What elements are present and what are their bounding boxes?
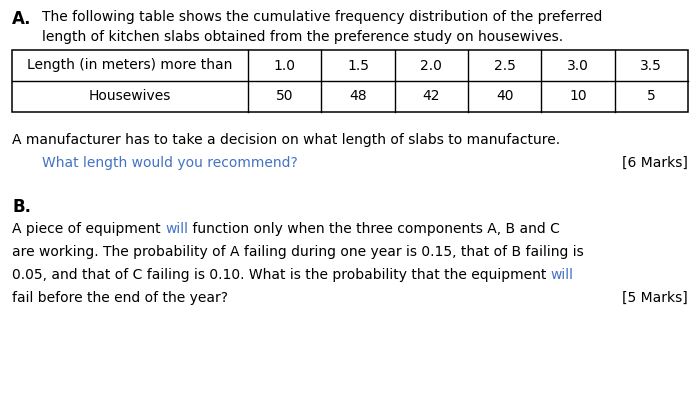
Bar <box>12 50 688 112</box>
Text: 10: 10 <box>569 89 587 104</box>
Text: 2.5: 2.5 <box>494 59 516 72</box>
Text: 48: 48 <box>349 89 367 104</box>
Text: 40: 40 <box>496 89 513 104</box>
Text: 2.0: 2.0 <box>421 59 442 72</box>
Text: Length (in meters) more than: Length (in meters) more than <box>27 59 232 72</box>
Text: A.: A. <box>12 10 32 28</box>
Text: What length would you recommend?: What length would you recommend? <box>42 156 298 170</box>
Text: length of kitchen slabs obtained from the preference study on housewives.: length of kitchen slabs obtained from th… <box>42 30 563 44</box>
Text: are working. The probability of A failing during one year is 0.15, that of B fai: are working. The probability of A failin… <box>12 245 584 259</box>
Text: [6 Marks]: [6 Marks] <box>622 156 688 170</box>
Text: 3.0: 3.0 <box>567 59 589 72</box>
Text: Housewives: Housewives <box>89 89 172 104</box>
Text: A piece of equipment: A piece of equipment <box>12 222 165 236</box>
Text: 50: 50 <box>276 89 293 104</box>
Text: will: will <box>165 222 188 236</box>
Text: 0.05, and that of C failing is 0.10. What is the probability that the equipment: 0.05, and that of C failing is 0.10. Wha… <box>12 268 551 282</box>
Text: 1.5: 1.5 <box>347 59 369 72</box>
Text: The following table shows the cumulative frequency distribution of the preferred: The following table shows the cumulative… <box>42 10 603 24</box>
Text: B.: B. <box>12 198 31 216</box>
Text: [5 Marks]: [5 Marks] <box>622 291 688 305</box>
Text: fail before the end of the year?: fail before the end of the year? <box>12 291 228 305</box>
Text: A manufacturer has to take a decision on what length of slabs to manufacture.: A manufacturer has to take a decision on… <box>12 133 560 147</box>
Text: 3.5: 3.5 <box>640 59 662 72</box>
Text: 5: 5 <box>647 89 656 104</box>
Text: 42: 42 <box>423 89 440 104</box>
Text: 1.0: 1.0 <box>274 59 295 72</box>
Text: will: will <box>551 268 574 282</box>
Text: function only when the three components A, B and C: function only when the three components … <box>188 222 560 236</box>
